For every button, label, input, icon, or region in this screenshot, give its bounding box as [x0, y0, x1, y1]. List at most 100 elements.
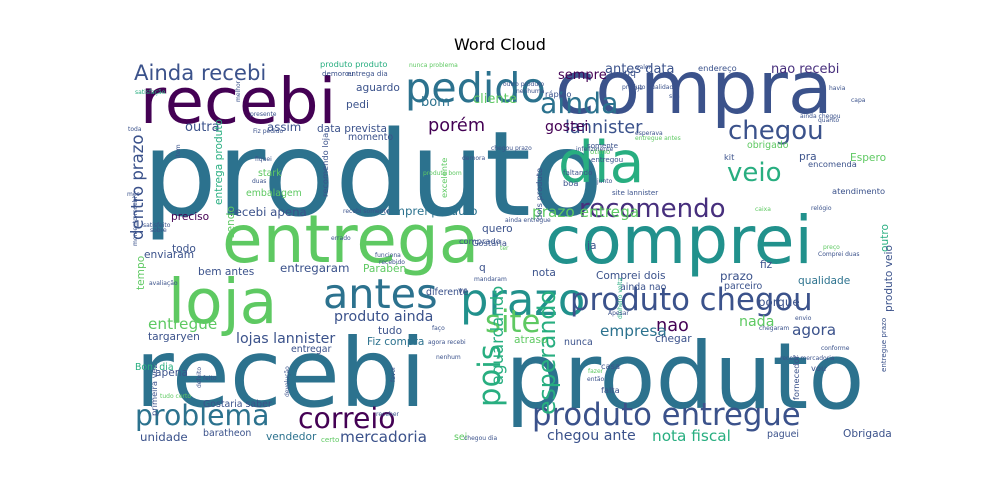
cloud-word: recebi: [135, 319, 426, 429]
cloud-word: nunca problema: [409, 62, 458, 69]
cloud-word: sempre: [558, 68, 607, 83]
cloud-word: ter: [500, 245, 509, 252]
cloud-word: recebi apena: [230, 205, 307, 219]
cloud-word: Fiz pedido: [253, 128, 284, 135]
cloud-word: ja: [586, 240, 596, 252]
cloud-word: toda: [128, 126, 142, 133]
cloud-word: produto veio: [883, 245, 895, 312]
cloud-word: stark: [258, 168, 282, 179]
cloud-word: esperava: [635, 130, 663, 137]
cloud-word: produto: [505, 323, 865, 430]
cloud-word: ótimo: [590, 147, 610, 156]
cloud-word: atendimento: [832, 186, 885, 196]
cloud-word: certo: [321, 435, 339, 444]
cloud-word: pedido: [405, 64, 546, 112]
cloud-word: entrega dia: [347, 69, 388, 78]
cloud-word: Ainda recebi: [134, 60, 266, 85]
cloud-word: pra: [799, 151, 817, 163]
cloud-word: nota: [532, 267, 556, 279]
cloud-word: faltando: [563, 168, 592, 177]
cloud-word: pedi: [346, 99, 369, 111]
cloud-word: produto qualidade: [622, 84, 677, 91]
cloud-word: fiz: [760, 259, 773, 271]
cloud-word: produto entregue: [532, 398, 801, 433]
cloud-word: bom: [421, 95, 450, 110]
cloud-word: chegou dia: [464, 435, 497, 442]
cloud-word: mês: [127, 191, 140, 198]
cloud-word: baratheon: [203, 428, 251, 439]
cloud-word: entrega produto: [213, 119, 225, 205]
cloud-word: nao: [656, 316, 689, 336]
cloud-word: chegou prazo: [491, 145, 532, 152]
cloud-word: chegar: [655, 333, 692, 345]
cloud-word: mandaram: [474, 276, 507, 283]
cloud-word: comprei: [545, 202, 813, 279]
cloud-word: sendo: [225, 206, 237, 238]
cloud-word: Comprei duas: [818, 251, 860, 258]
cloud-word: antes data: [605, 62, 675, 77]
cloud-word: melhor: [235, 80, 242, 102]
cloud-word: tudo certo: [160, 393, 191, 400]
cloud-word: fornecedor: [791, 354, 801, 400]
cloud-word: problema: [135, 399, 269, 432]
cloud-word: recebi: [140, 65, 336, 139]
cloud-word: entregue antes: [635, 135, 681, 142]
cloud-word: produto: [142, 105, 603, 243]
cloud-word: qualidade: [798, 275, 850, 287]
cloud-word: Parabén: [363, 263, 406, 275]
cloud-word: demorou: [322, 69, 354, 78]
cloud-word: dinheiro volta: [617, 277, 624, 319]
cloud-word: avaliação: [149, 280, 178, 287]
cloud-word: produto produto: [320, 59, 388, 69]
cloud-word: ainda: [540, 87, 618, 120]
cloud-word: entregue prazo: [879, 318, 888, 372]
cloud-word: porque: [758, 295, 800, 309]
cloud-word: parceiro: [724, 281, 763, 292]
cloud-word: feito: [203, 375, 217, 382]
cloud-word: nunca: [564, 337, 593, 348]
cloud-word: esperando: [533, 290, 561, 415]
cloud-word: lannister: [565, 118, 643, 138]
cloud-word: duas: [252, 178, 266, 185]
cloud-word: momento: [348, 132, 393, 143]
cloud-word: vou: [811, 363, 826, 373]
cloud-word: presente: [250, 111, 277, 118]
chart-title: Word Cloud: [454, 35, 546, 54]
cloud-word: defeito: [196, 367, 203, 388]
cloud-word: compra: [555, 46, 833, 131]
cloud-word: recebido: [379, 259, 405, 266]
cloud-word: Apesar: [608, 310, 629, 317]
cloud-word: ainda chegou: [800, 113, 841, 120]
cloud-word: excelente: [439, 158, 449, 198]
cloud-word: outro: [879, 224, 891, 252]
cloud-word: correio: [298, 402, 396, 435]
cloud-word: chegaram: [759, 325, 789, 332]
cloud-word: Bom dia: [135, 362, 174, 373]
cloud-word: gostei: [545, 119, 588, 135]
cloud-word: prazo: [460, 273, 585, 326]
cloud-word: infelizmente: [576, 146, 613, 153]
cloud-word: site: [485, 305, 540, 340]
cloud-word: Obrigada: [843, 428, 892, 440]
cloud-word: somente: [587, 141, 618, 150]
cloud-word: agora: [792, 321, 836, 339]
cloud-word: Fiz compra: [367, 336, 424, 348]
cloud-word: valor: [636, 64, 652, 71]
cloud-word: falta: [601, 385, 620, 395]
cloud-word: aguardo: [356, 82, 400, 94]
cloud-word: veio: [727, 158, 782, 188]
cloud-word: quero: [482, 223, 513, 235]
cloud-word: errado: [331, 235, 351, 242]
cloud-word: ainda entregue: [505, 217, 551, 224]
cloud-word: assim: [267, 120, 301, 134]
cloud-word: Gostaria saber: [203, 399, 272, 410]
cloud-word: entregou: [591, 155, 623, 164]
cloud-word: prazo entrega: [532, 203, 639, 221]
cloud-word: rápido: [545, 89, 571, 99]
cloud-word: quanto: [818, 117, 839, 124]
cloud-word: faço: [432, 325, 445, 332]
cloud-word: agora recebi: [428, 339, 466, 346]
cloud-word: relógio: [811, 205, 832, 212]
cloud-word: dentro prazo: [128, 135, 147, 240]
cloud-word: fazer: [588, 368, 604, 375]
